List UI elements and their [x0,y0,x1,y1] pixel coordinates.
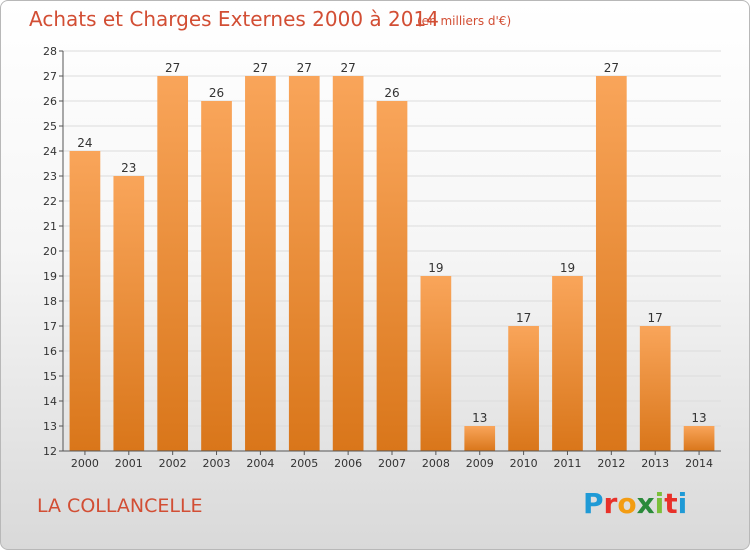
bar-2013 [639,326,671,451]
data-label-2003: 26 [209,86,224,100]
commune-name: LA COLLANCELLE [37,495,203,517]
bar-2014 [683,426,715,451]
y-tick-label: 24 [43,145,57,158]
logo-letter: i [677,487,688,520]
bar-2003 [201,101,232,451]
y-tick-label: 17 [43,320,57,333]
y-tick-label: 14 [43,395,57,408]
data-label-2009: 13 [472,411,487,425]
y-tick-label: 15 [43,370,57,383]
data-label-2010: 17 [516,311,531,325]
bar-2004 [245,76,276,451]
x-tick-label-2001: 2001 [115,457,143,470]
data-label-2014: 13 [691,411,706,425]
x-tick-label-2013: 2013 [641,457,669,470]
x-tick-label-2014: 2014 [685,457,713,470]
bar-2000 [69,151,101,451]
data-label-2011: 19 [560,261,575,275]
data-label-2004: 27 [253,61,268,75]
x-tick-label-2006: 2006 [334,457,362,470]
bar-2010 [508,326,539,451]
bar-2008 [420,276,452,451]
chart-title: Achats et Charges Externes 2000 à 2014 [29,7,439,31]
data-label-2006: 27 [340,61,355,75]
logo-letter: x [636,487,655,520]
x-tick-label-2003: 2003 [203,457,231,470]
proxiti-logo: Proxiti [583,487,687,520]
y-tick-label: 19 [43,270,57,283]
data-label-2008: 19 [428,261,443,275]
logo-letter: t [664,487,678,520]
x-tick-label-2008: 2008 [422,457,450,470]
chart-subtitle: (en milliers d'€) [417,14,512,28]
bar-2006 [332,76,364,451]
y-tick-label: 27 [43,70,57,83]
data-label-2007: 26 [384,86,399,100]
data-label-2001: 23 [121,161,136,175]
data-label-2012: 27 [604,61,619,75]
bar-2005 [288,76,320,451]
y-tick-label: 12 [43,445,57,458]
bar-2011 [552,276,583,451]
data-label-2013: 17 [648,311,663,325]
x-tick-label-2010: 2010 [510,457,538,470]
y-tick-label: 21 [43,220,57,233]
y-tick-label: 28 [43,45,57,58]
y-tick-label: 20 [43,245,57,258]
logo-letter: r [603,487,618,520]
y-tick-label: 13 [43,420,57,433]
y-tick-label: 23 [43,170,57,183]
y-tick-label: 25 [43,120,57,133]
x-tick-label-2007: 2007 [378,457,406,470]
y-tick-label: 22 [43,195,57,208]
bars: 24 23 27 26 27 27 27 26 19 13 17 19 27 17 13 [69,61,715,451]
bar-2012 [595,76,627,451]
y-tick-label: 26 [43,95,57,108]
axes: 12 13 14 15 16 17 18 19 20 21 22 23 24 25 26 27 28 2000 20… [43,45,721,470]
bar-2001 [113,176,145,451]
x-tick-label-2000: 2000 [71,457,99,470]
logo-letter: i [654,487,665,520]
logo-letter: P [583,487,604,520]
x-tick-label-2009: 2009 [466,457,494,470]
x-tick-label-2005: 2005 [290,457,318,470]
x-tick-label-2011: 2011 [553,457,581,470]
x-tick-label-2004: 2004 [246,457,274,470]
x-tick-label-2002: 2002 [159,457,187,470]
bar-2002 [157,76,189,451]
bar-2009 [464,426,496,451]
x-tick-label-2012: 2012 [597,457,625,470]
y-tick-label: 18 [43,295,57,308]
logo-letter: o [617,487,637,520]
bar-2007 [376,101,408,451]
data-label-2002: 27 [165,61,180,75]
data-label-2000: 24 [77,136,92,150]
y-tick-label: 16 [43,345,57,358]
data-label-2005: 27 [297,61,312,75]
